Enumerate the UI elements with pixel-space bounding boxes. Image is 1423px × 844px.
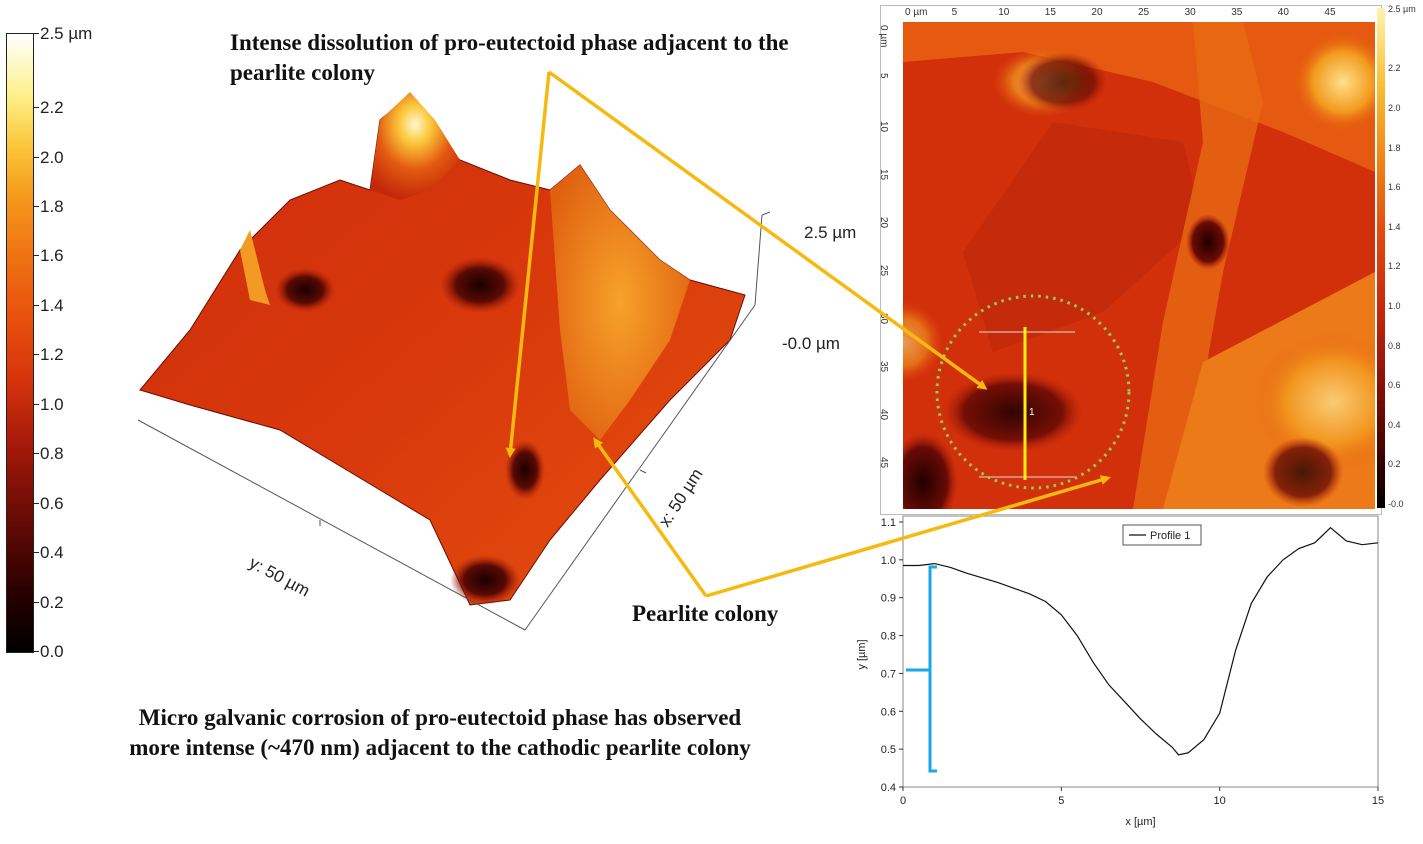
afm-colorbar-label: 2.0	[1388, 103, 1401, 113]
left-ruler-label: 40	[878, 409, 889, 421]
colorbar-label: 0.2	[40, 592, 64, 612]
colorbar-label: 2.2	[40, 98, 64, 118]
caption-line-1: Micro galvanic corrosion of pro-eutectoi…	[138, 705, 742, 730]
left-colorbar	[6, 33, 34, 653]
afm-colorbar-label: 0.8	[1388, 340, 1401, 351]
colorbar-tick	[33, 33, 39, 34]
colorbar-tick	[33, 552, 39, 554]
afm-colorbar-label: 1.2	[1388, 261, 1401, 272]
left-ruler-label: 20	[878, 217, 889, 229]
colorbar-label: 0.8	[40, 444, 64, 464]
colorbar-tick	[33, 453, 39, 455]
colorbar-label: 1.8	[40, 197, 64, 217]
y-tick-label: 1.1	[881, 517, 896, 529]
afm-colorbar-label: -0.0	[1388, 499, 1404, 509]
afm-colorbar-label: 1.6	[1388, 182, 1401, 193]
legend-label: Profile 1	[1150, 530, 1190, 542]
colorbar-tick	[33, 502, 39, 504]
colorbar-tick	[33, 255, 39, 257]
afm-colorbar-label: 0.4	[1388, 419, 1401, 430]
left-ruler-label: 5	[878, 73, 889, 79]
afm-colorbar-label: 0.2	[1388, 459, 1401, 470]
y-tick-label: 0.8	[881, 631, 896, 643]
top-ruler-label: 35	[1231, 7, 1243, 18]
y-tick-label: 0.7	[881, 668, 896, 680]
colorbar-tick	[33, 156, 39, 158]
colorbar-label: 0.6	[40, 493, 64, 513]
x-tick-label: 5	[1058, 795, 1064, 807]
top-ruler-label: 25	[1138, 7, 1150, 18]
x-tick-label: 10	[1214, 795, 1226, 807]
colorbar-label: 0.4	[40, 543, 64, 563]
colorbar-label: 1.4	[40, 295, 64, 315]
top-ruler-label: 10	[998, 7, 1010, 18]
y-axis-label: y [µm]	[856, 639, 868, 669]
afm-colorbar-label: 1.8	[1388, 142, 1401, 153]
y-tick-label: 1.0	[881, 555, 896, 567]
afm-colorbar	[1377, 8, 1385, 508]
profile-chart: 1.1 1.0 0.9 0.8 0.7 0.6 0.5 0.4 0 5 10 15 x [µm] y [µ…	[856, 515, 1384, 828]
plot-area	[902, 515, 1379, 788]
axis-y-line	[137, 419, 526, 631]
colorbar-label: 1.0	[40, 394, 64, 414]
top-ruler-label: 30	[1184, 7, 1196, 18]
top-ruler-label: 45	[1324, 7, 1336, 18]
z-top-label: 2.5 µm	[804, 223, 857, 242]
left-ruler-label: 10	[878, 121, 889, 133]
colorbar-tick	[33, 601, 39, 603]
surface-pit-1	[440, 257, 520, 313]
surface-peak	[370, 92, 460, 200]
surface-pit-4	[450, 555, 520, 605]
top-ruler-label: 40	[1277, 7, 1289, 18]
top-ruler-label: 5	[951, 7, 958, 18]
colorbar-tick	[33, 206, 39, 208]
axis-z-line	[754, 214, 763, 306]
top-ruler-label: 0 µm	[905, 7, 928, 18]
afm-colorbar-label: 1.4	[1388, 221, 1401, 232]
colorbar-tick	[33, 651, 39, 652]
y-tick-label: 0.9	[881, 593, 896, 605]
surface-pit-3	[505, 440, 545, 500]
colorbar-label: 1.6	[40, 246, 64, 266]
left-ruler-label: 15	[878, 169, 889, 181]
dissolution-annotation: Intense dissolution of pro-eutectoid pha…	[230, 30, 789, 85]
pearlite-annotation: Pearlite colony	[632, 601, 779, 626]
z-bottom-label: -0.0 µm	[782, 334, 840, 353]
y-tick-label: 0.6	[881, 706, 896, 718]
figure-caption: Micro galvanic corrosion of pro-eutectoi…	[40, 703, 840, 763]
x-tick-label: 0	[900, 795, 906, 807]
colorbar-label: 2.5 µm	[40, 24, 93, 43]
top-ruler-label: 20	[1091, 7, 1103, 18]
surface-pit-2	[275, 268, 335, 312]
left-ruler-label: 45	[878, 457, 889, 469]
afm-colorbar-label: 1.0	[1388, 301, 1401, 311]
colorbar-label: 1.2	[40, 345, 64, 365]
colorbar-tick	[33, 107, 39, 109]
afm-colorbar-label: 2.5 µm	[1388, 4, 1416, 14]
left-ruler-label: 35	[878, 361, 889, 373]
x-axis-label: x [µm]	[1125, 816, 1155, 828]
y-tick-label: 0.5	[881, 744, 896, 756]
left-ruler-label: 0 µm	[878, 25, 889, 48]
afm-map-image: 1	[903, 22, 1375, 509]
colorbar-tick	[33, 304, 39, 306]
left-ruler-label: 30	[878, 313, 889, 325]
colorbar-label: 0.0	[40, 642, 64, 661]
profile-marker: 1	[1029, 407, 1035, 418]
surface-3d-plot	[137, 92, 771, 631]
colorbar-label: 2.0	[40, 147, 64, 167]
caption-line-2: more intense (~470 nm) adjacent to the c…	[129, 735, 751, 760]
y-tick-label: 0.4	[881, 782, 896, 794]
legend-box	[1122, 524, 1202, 546]
afm-colorbar-label: 2.2	[1388, 63, 1401, 74]
left-ruler-label: 25	[878, 265, 889, 277]
afm-colorbar-label: 0.6	[1388, 380, 1401, 391]
surface-left-ridge	[240, 230, 270, 305]
colorbar-tick	[33, 354, 39, 356]
x-tick-label: 15	[1372, 795, 1384, 807]
top-ruler-label: 15	[1044, 7, 1056, 18]
colorbar-tick	[33, 403, 39, 405]
